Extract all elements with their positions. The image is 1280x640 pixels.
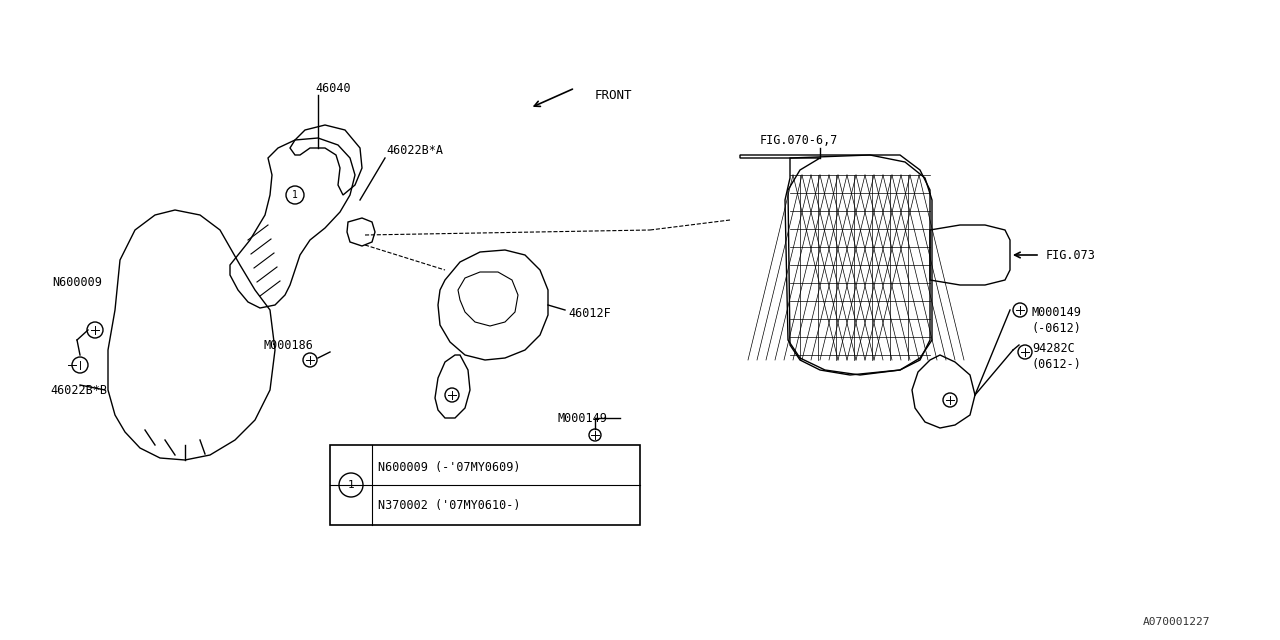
- Text: (-0612): (-0612): [1032, 321, 1082, 335]
- Text: 1: 1: [292, 190, 298, 200]
- Text: N370002 ('07MY0610-): N370002 ('07MY0610-): [378, 499, 521, 511]
- Text: (0612-): (0612-): [1032, 358, 1082, 371]
- Bar: [330, 445, 640, 525]
- Text: 94282C: 94282C: [1032, 342, 1075, 355]
- Text: 46012F: 46012F: [568, 307, 611, 319]
- Text: FRONT: FRONT: [595, 88, 632, 102]
- Text: 46040: 46040: [315, 81, 351, 95]
- Text: 46022B*A: 46022B*A: [387, 143, 443, 157]
- Text: FIG.073: FIG.073: [1046, 248, 1096, 262]
- Text: FIG.070-6,7: FIG.070-6,7: [760, 134, 838, 147]
- Text: 46022B*B: 46022B*B: [50, 383, 108, 397]
- Text: A070001227: A070001227: [1143, 617, 1210, 627]
- Text: N600009 (-'07MY0609): N600009 (-'07MY0609): [378, 461, 521, 474]
- Text: M000186: M000186: [262, 339, 312, 351]
- Text: N600009: N600009: [52, 275, 102, 289]
- Text: 1: 1: [348, 480, 355, 490]
- Text: M000149: M000149: [1032, 305, 1082, 319]
- Text: M000149: M000149: [558, 412, 608, 424]
